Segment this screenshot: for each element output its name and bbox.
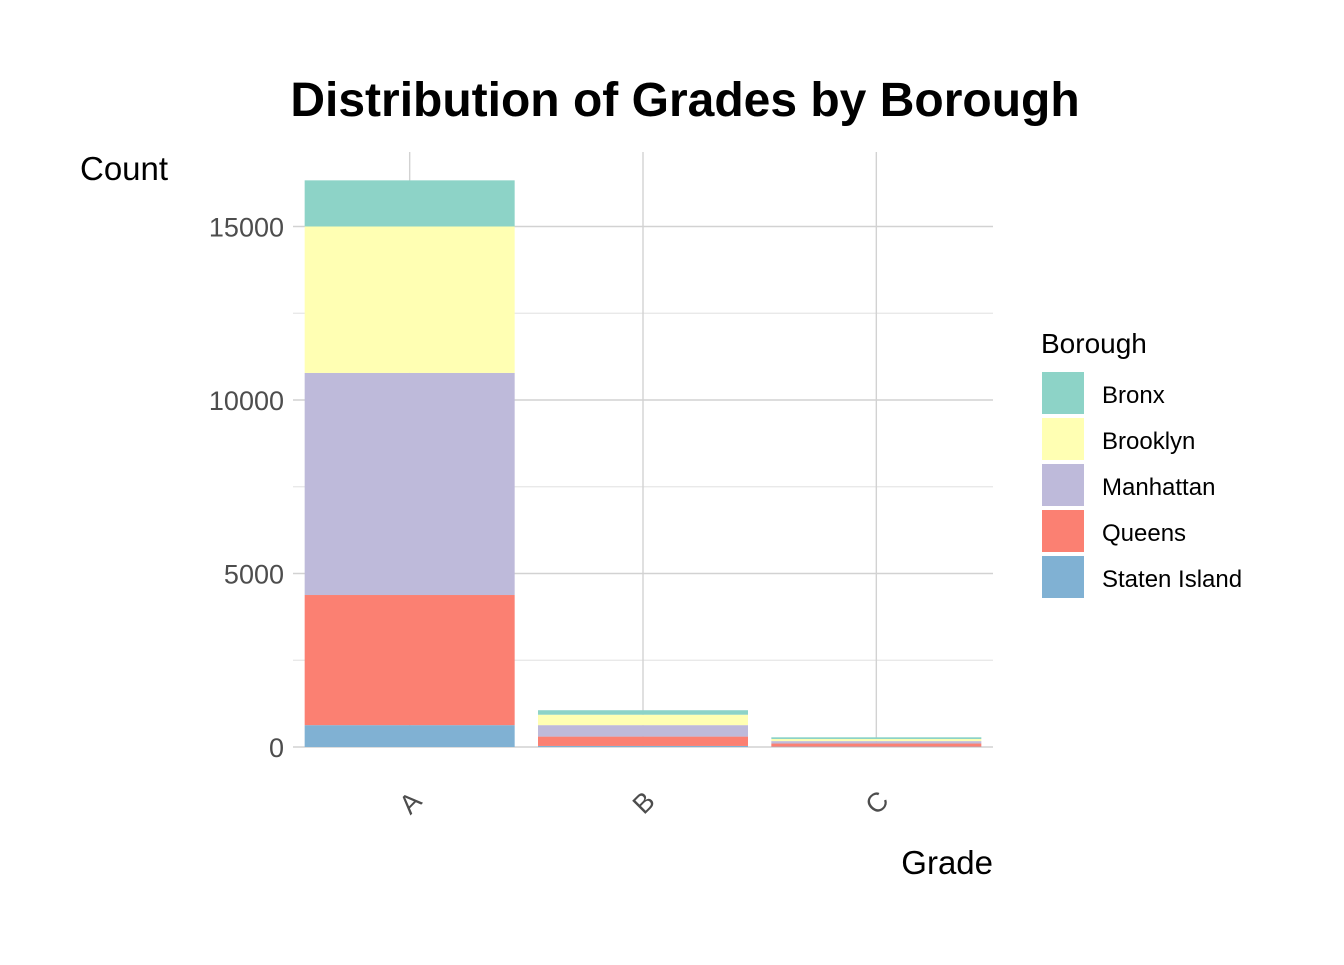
legend-swatch-brooklyn	[1042, 418, 1084, 460]
legend-label-queens: Queens	[1102, 520, 1186, 547]
y-tick-label: 15000	[209, 213, 284, 243]
legend-label-bronx: Bronx	[1102, 382, 1165, 409]
legend: Borough Bronx Brooklyn Manhattan Queens State…	[1041, 328, 1242, 598]
bar-segment-staten-island-b	[538, 746, 748, 747]
legend-title: Borough	[1041, 328, 1147, 359]
legend-swatch-queens	[1042, 510, 1084, 552]
bar-segment-brooklyn-a	[305, 227, 515, 373]
y-axis-label: Count	[80, 150, 168, 187]
legend-swatch-manhattan	[1042, 464, 1084, 506]
x-axis-label: Grade	[901, 844, 993, 881]
legend-swatch-staten-island	[1042, 556, 1084, 598]
y-tick-label: 5000	[224, 560, 284, 590]
x-tick-label: B	[627, 786, 661, 820]
bar-segment-bronx-a	[305, 180, 515, 226]
bar-segment-brooklyn-b	[538, 715, 748, 725]
bar-segment-manhattan-b	[538, 725, 748, 736]
bar-segment-staten-island-a	[305, 725, 515, 747]
bar-segment-queens-a	[305, 595, 515, 725]
bar-segment-queens-c	[771, 744, 981, 747]
y-tick-label: 0	[269, 733, 284, 763]
legend-label-manhattan: Manhattan	[1102, 474, 1215, 501]
bar-segment-manhattan-a	[305, 373, 515, 595]
legend-swatch-bronx	[1042, 372, 1084, 414]
x-tick-label: C	[860, 785, 895, 820]
bar-segment-bronx-b	[538, 710, 748, 715]
x-tick-label: A	[393, 786, 427, 820]
chart-title: Distribution of Grades by Borough	[290, 74, 1079, 127]
bar-segment-manhattan-c	[771, 741, 981, 743]
legend-label-brooklyn: Brooklyn	[1102, 428, 1195, 455]
legend-label-staten-island: Staten Island	[1102, 566, 1242, 593]
bar-segment-queens-b	[538, 737, 748, 746]
bar-segment-brooklyn-c	[771, 739, 981, 741]
y-tick-label: 10000	[209, 386, 284, 416]
bar-segment-bronx-c	[771, 737, 981, 739]
